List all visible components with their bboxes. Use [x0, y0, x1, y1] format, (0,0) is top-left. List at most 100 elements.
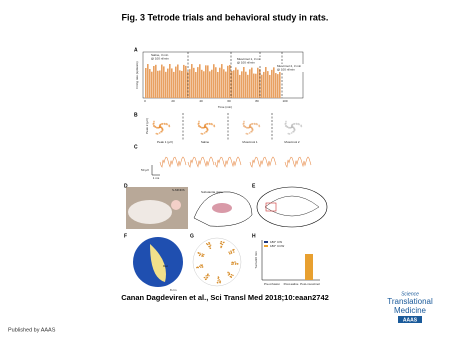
firing-bar	[277, 74, 279, 98]
cloud-dot	[198, 124, 200, 127]
panel-letter: A	[134, 47, 138, 53]
x-tick-label: 60	[227, 99, 231, 103]
track-dot	[233, 248, 235, 251]
track-dot	[201, 264, 203, 266]
annotation: Muscimol 1, 3 min @ 100 nl/min	[237, 57, 262, 64]
label-bg	[150, 53, 180, 61]
category-label: Post-muscimol	[300, 282, 320, 286]
firing-bar	[279, 68, 281, 98]
cloud-dot	[242, 122, 245, 125]
firing-bar	[219, 67, 221, 98]
cloud-dot	[199, 125, 202, 128]
track-dot	[197, 252, 199, 254]
cloud-dot	[250, 130, 252, 133]
track-dot	[230, 250, 232, 252]
cloud-dot	[246, 126, 248, 129]
label-bg	[236, 57, 270, 65]
track-dot	[199, 253, 202, 256]
cloud-dot	[197, 122, 200, 125]
firing-bar	[221, 64, 223, 98]
category-label: Pre-infusion	[264, 282, 280, 286]
track-dots	[196, 240, 239, 284]
cloud-dot	[251, 129, 254, 132]
firing-bars	[145, 64, 281, 98]
firing-bar	[157, 70, 159, 98]
track-dot	[218, 279, 220, 281]
track-dot	[203, 253, 205, 256]
label-bg	[276, 64, 306, 72]
cloud-dot	[156, 126, 158, 129]
track-dot	[221, 243, 224, 246]
panel-letter: F	[124, 233, 127, 239]
legend-swatch	[264, 245, 268, 247]
cloud-dot	[258, 125, 261, 128]
track-dot	[234, 263, 237, 265]
firing-bar	[265, 67, 267, 98]
firing-bar	[247, 74, 249, 98]
cloud-dot	[244, 125, 247, 128]
track-dot	[231, 261, 233, 264]
firing-bar	[249, 69, 251, 98]
waveform	[214, 156, 242, 168]
firing-bar	[159, 70, 161, 98]
x-tick-label: 0	[144, 99, 146, 103]
legend-label: 180° CW	[270, 240, 282, 244]
legend-label: 180° CCW	[270, 244, 284, 248]
x-label: Peak 1 (µV)	[157, 140, 173, 144]
firing-bar	[147, 64, 149, 98]
cloud-dot	[298, 123, 300, 126]
cloud-dot	[168, 125, 171, 128]
firing-bar	[203, 71, 205, 98]
panel-letter: H	[252, 233, 256, 239]
scale-label: 1 ms	[153, 176, 160, 180]
legend-swatch	[264, 241, 268, 243]
y-label: Firing rate (spikes/s)	[135, 61, 139, 88]
track-dot	[206, 273, 209, 276]
firing-bar	[161, 64, 163, 98]
cloud-dot	[296, 123, 298, 126]
track-dot	[201, 266, 204, 268]
panel-letter: D	[124, 183, 128, 189]
track-dot	[233, 251, 235, 253]
waveform	[284, 156, 312, 168]
cloud-dot	[152, 122, 155, 125]
track-dot	[206, 276, 209, 279]
firing-bar	[255, 73, 257, 98]
cloud-dot	[166, 123, 168, 126]
track-dot	[198, 254, 201, 257]
firing-bar	[213, 64, 215, 98]
cloud-dot	[204, 124, 206, 127]
cloud-dot	[209, 123, 211, 126]
cloud-dot	[160, 130, 162, 133]
track-dot	[204, 278, 207, 281]
cloud-dot	[248, 132, 251, 134]
firing-bar	[195, 71, 197, 98]
track-dot	[228, 273, 231, 276]
cloud-dot	[251, 127, 253, 130]
cloud-dot	[203, 132, 206, 134]
cloud-dot	[287, 132, 290, 135]
firing-bar	[275, 73, 277, 98]
firing-bar	[217, 71, 219, 98]
arena	[192, 237, 242, 287]
waveforms	[159, 156, 312, 168]
cloud-dot	[254, 123, 256, 126]
cloud-dot	[293, 123, 296, 125]
firing-bar	[167, 68, 169, 98]
track-dot	[229, 275, 232, 278]
logo-text: AAAS	[403, 317, 418, 323]
rat-ear	[171, 200, 181, 210]
track-dot	[201, 253, 203, 255]
firing-bar	[215, 67, 217, 98]
firing-bar	[197, 67, 199, 98]
group-label: Muscimol 1	[242, 140, 258, 144]
firing-bar	[189, 69, 191, 98]
firing-bar	[245, 71, 247, 98]
arena-label: Rat	[163, 264, 168, 268]
waveform	[187, 156, 215, 168]
waveform	[249, 156, 277, 168]
cloud-dot	[205, 130, 207, 133]
group-label: Muscimol 2	[284, 140, 300, 144]
cloud-dot	[161, 127, 163, 130]
footer: Published by AAAS	[8, 327, 56, 333]
